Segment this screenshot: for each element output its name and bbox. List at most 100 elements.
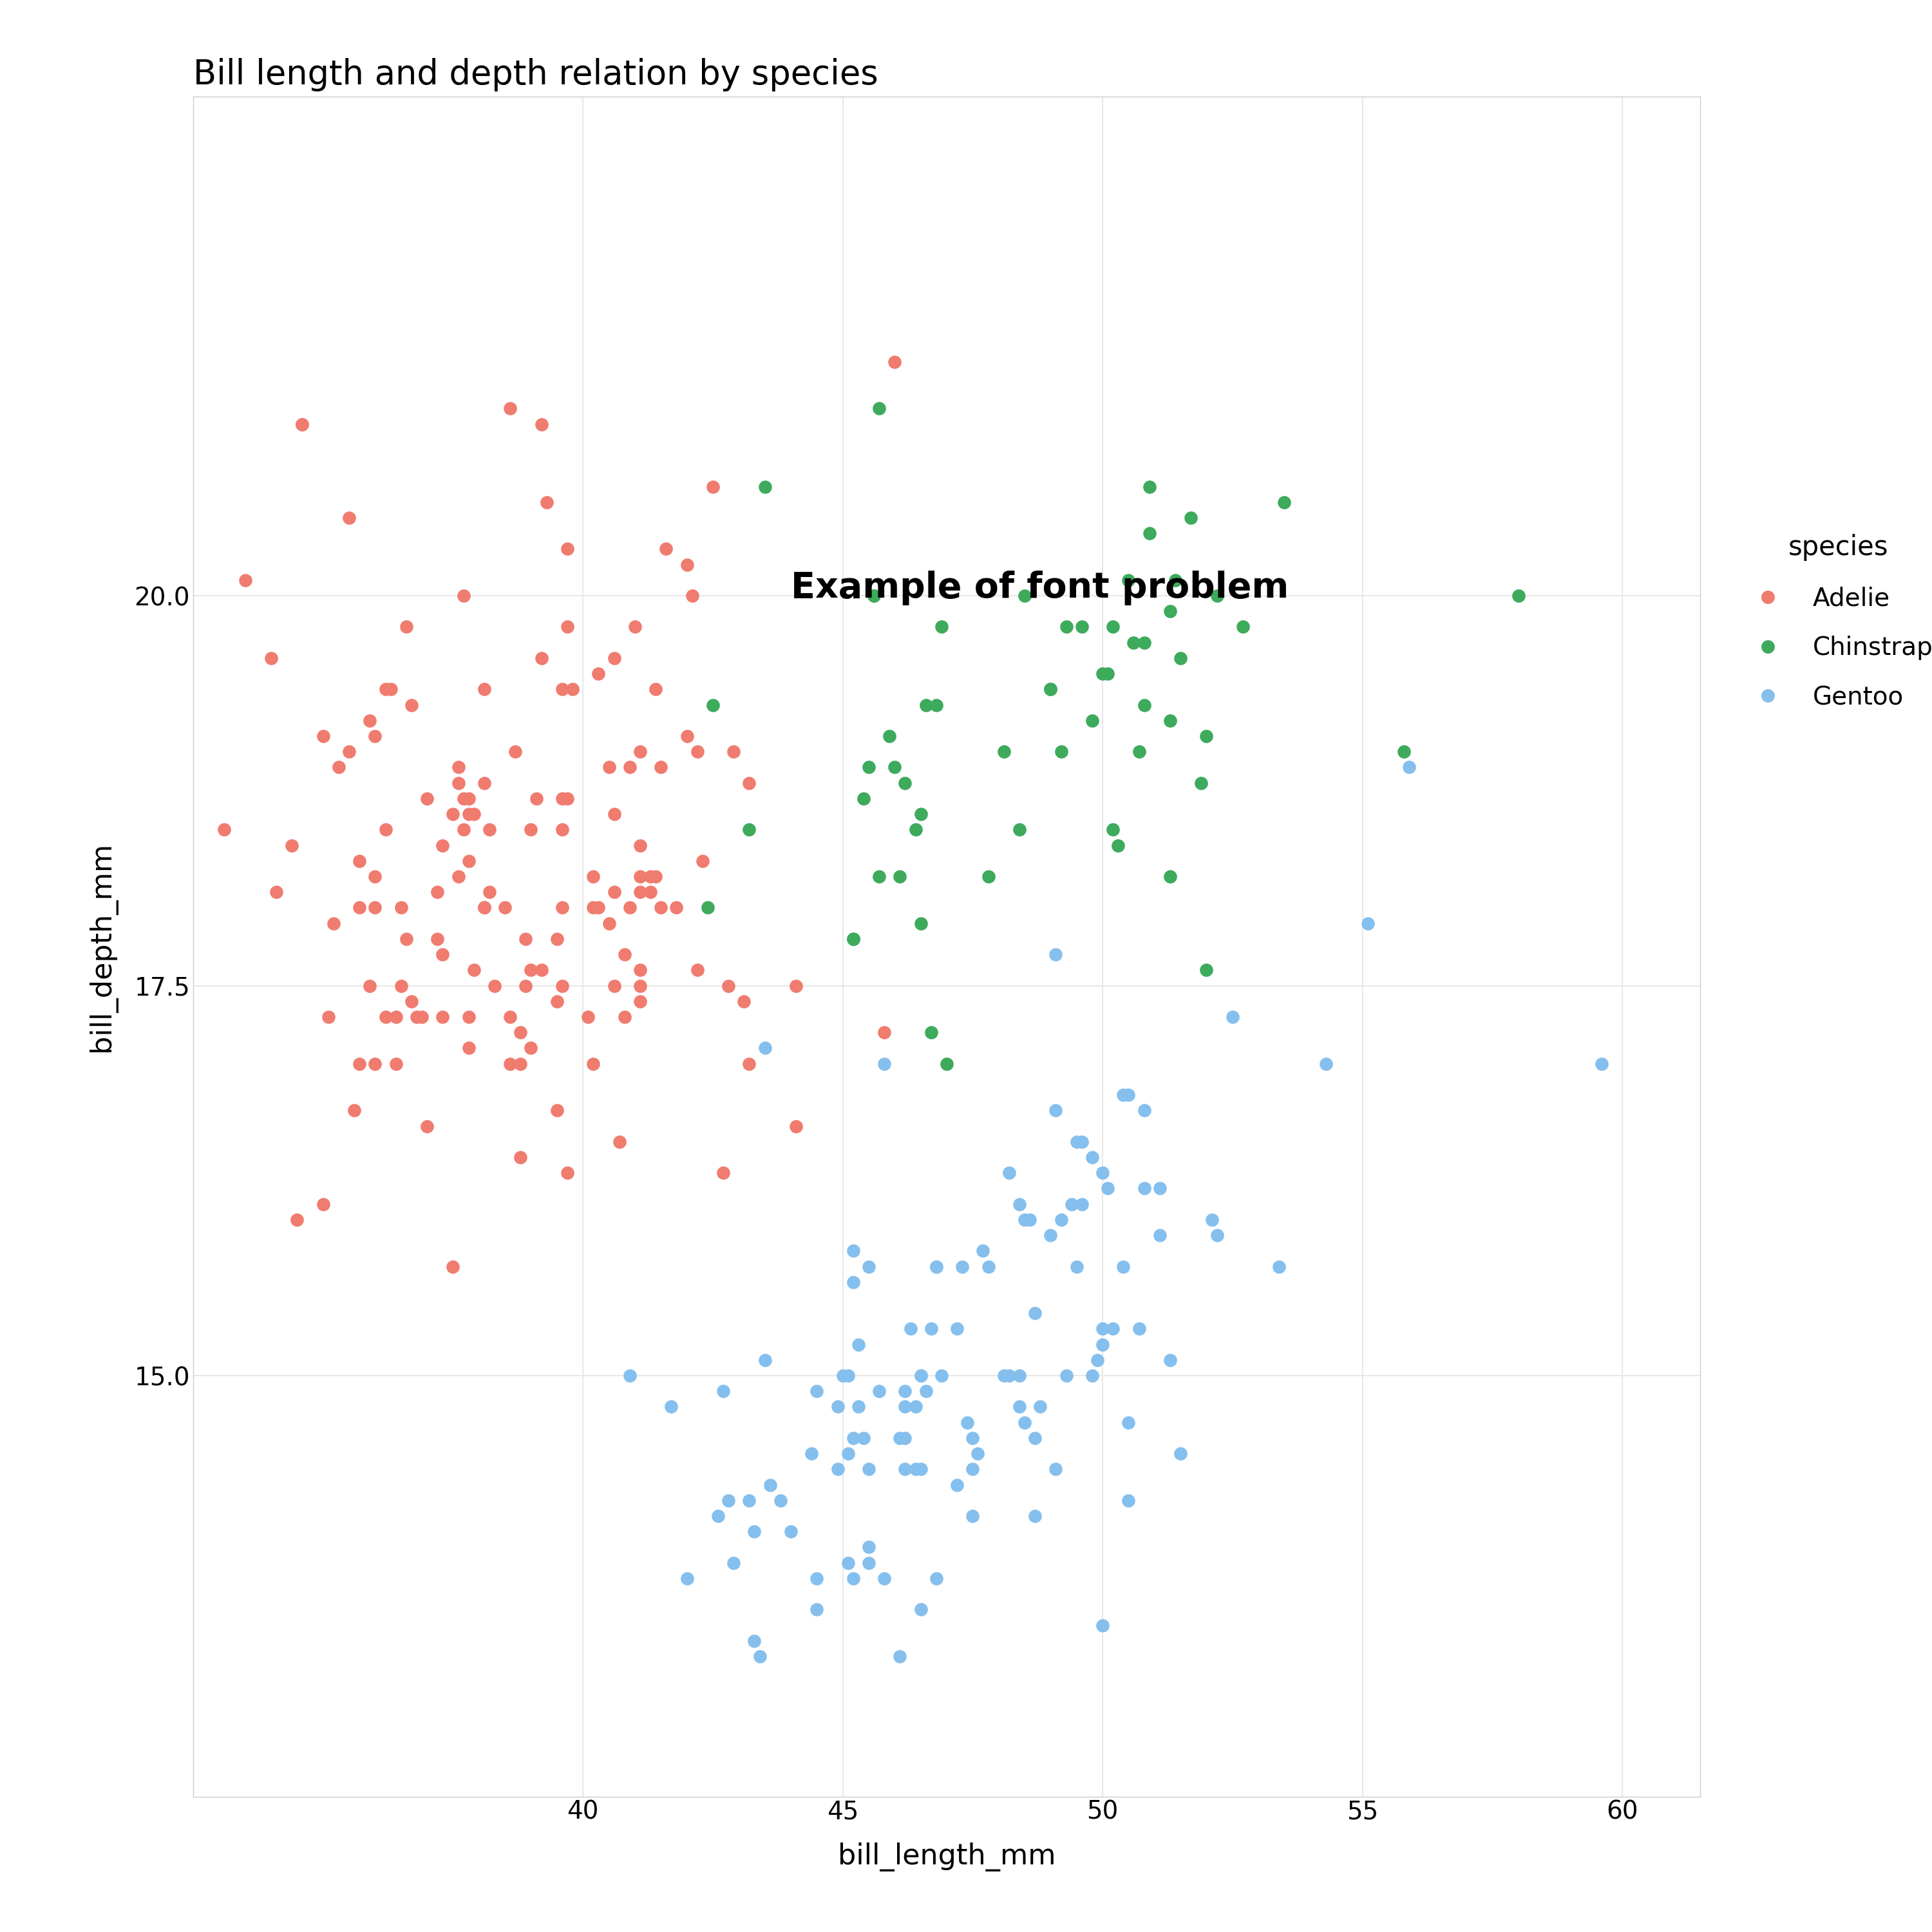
Point (1503, 580, 1534, 611)
Point (838, 1422, 869, 1453)
Point (916, 1016, 947, 1047)
Point (375, 674, 406, 705)
Point (1066, 611, 1097, 641)
Point (421, 923, 452, 954)
Point (421, 877, 452, 908)
Point (738, 1517, 769, 1548)
Point (510, 923, 541, 954)
Point (448, 782, 479, 813)
Point (583, 659, 614, 690)
Point (1039, 1453, 1070, 1484)
Point (645, 752, 676, 782)
Point (889, 1391, 920, 1422)
Point (854, 1252, 885, 1283)
Point (547, 970, 578, 1001)
Point (282, 1204, 313, 1235)
Point (676, 580, 707, 611)
Point (599, 877, 630, 908)
Point (396, 985, 427, 1016)
Point (553, 1157, 583, 1188)
Point (593, 752, 624, 782)
Point (1144, 1173, 1175, 1204)
Point (359, 862, 390, 893)
Point (1061, 1126, 1092, 1157)
Point (1119, 628, 1150, 659)
Point (437, 1252, 468, 1283)
Point (1113, 1080, 1144, 1111)
Point (1088, 1609, 1119, 1640)
Point (1217, 1001, 1248, 1032)
Point (1155, 862, 1186, 893)
Point (1088, 1314, 1119, 1345)
Point (900, 1453, 931, 1484)
Point (775, 1517, 806, 1548)
Point (442, 752, 473, 782)
Point (1014, 1204, 1045, 1235)
Point (910, 690, 941, 721)
Point (956, 1422, 987, 1453)
Point (614, 752, 645, 782)
Point (609, 939, 639, 970)
Point (495, 1001, 526, 1032)
Point (547, 893, 578, 923)
Point (916, 1314, 947, 1345)
Point (473, 813, 504, 844)
Point (922, 690, 952, 721)
Point (1097, 1314, 1128, 1345)
Point (682, 954, 713, 985)
Point (1061, 1252, 1092, 1283)
Point (412, 782, 442, 813)
Point (526, 643, 556, 674)
Point (1009, 1204, 1039, 1235)
Point (858, 580, 889, 611)
Point (479, 970, 510, 1001)
Point (922, 1252, 952, 1283)
Point (858, 580, 889, 611)
Point (516, 954, 547, 985)
Point (448, 580, 479, 611)
Point (941, 1470, 972, 1501)
Point (1159, 564, 1190, 595)
Point (454, 782, 485, 813)
Point (593, 908, 624, 939)
Point (906, 908, 937, 939)
Point (334, 736, 365, 767)
Point (354, 705, 384, 736)
Point (1076, 1142, 1107, 1173)
Point (703, 1501, 734, 1532)
Point (838, 1235, 869, 1265)
Point (469, 893, 500, 923)
Point (230, 564, 261, 595)
Point (854, 1548, 885, 1578)
Point (547, 674, 578, 705)
Point (510, 970, 541, 1001)
Point (941, 1314, 972, 1345)
Point (473, 877, 504, 908)
Point (614, 893, 645, 923)
Point (1051, 1360, 1082, 1391)
Point (1202, 1219, 1233, 1250)
Point (261, 877, 292, 908)
Point (842, 1391, 873, 1422)
Point (931, 1049, 962, 1080)
Point (864, 392, 895, 423)
Point (437, 798, 468, 829)
Point (448, 813, 479, 844)
Point (885, 862, 916, 893)
Point (1020, 1298, 1051, 1329)
Point (906, 1453, 937, 1484)
Point (578, 1049, 609, 1080)
Point (454, 798, 485, 829)
Point (1155, 705, 1186, 736)
Point (989, 736, 1020, 767)
Point (968, 1235, 999, 1265)
Point (672, 1563, 703, 1594)
Point (495, 392, 526, 423)
Point (974, 1252, 1005, 1283)
Point (719, 1548, 750, 1578)
Point (1066, 1126, 1097, 1157)
Point (504, 1142, 535, 1173)
Point (469, 767, 500, 798)
Point (504, 1049, 535, 1080)
Point (624, 954, 655, 985)
